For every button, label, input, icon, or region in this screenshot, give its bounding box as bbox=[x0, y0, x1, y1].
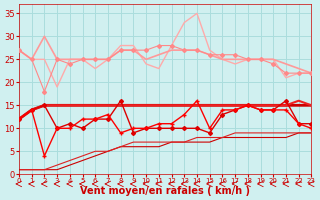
X-axis label: Vent moyen/en rafales ( km/h ): Vent moyen/en rafales ( km/h ) bbox=[80, 186, 250, 196]
